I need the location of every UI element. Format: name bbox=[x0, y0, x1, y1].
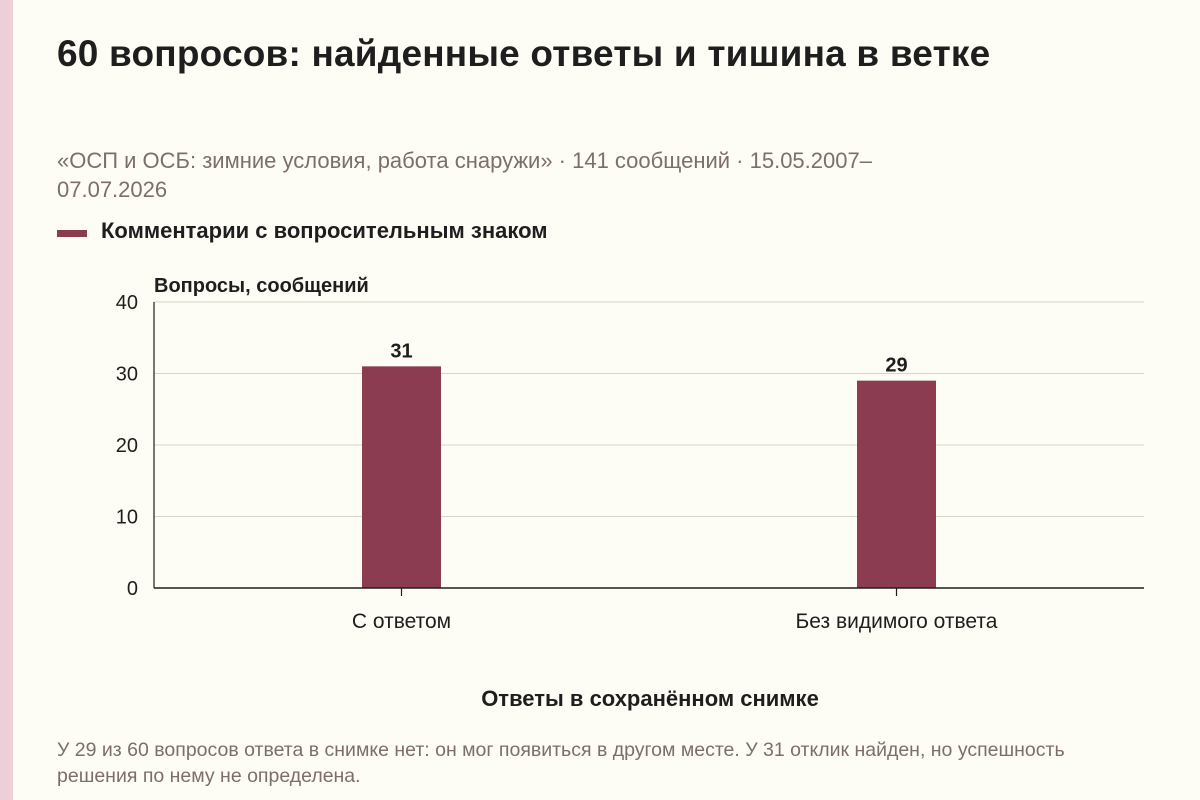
footnote: У 29 из 60 вопросов ответа в снимке нет:… bbox=[57, 739, 1065, 787]
data-label: 31 bbox=[390, 340, 412, 362]
bars: 31 29 bbox=[362, 340, 936, 588]
y-tick-label: 40 bbox=[116, 292, 138, 314]
accent-strip bbox=[0, 0, 13, 800]
legend-label: Комментарии с вопросительным знаком bbox=[101, 218, 548, 243]
data-label: 29 bbox=[885, 355, 907, 377]
bar bbox=[857, 380, 936, 588]
x-tick-label: Без видимого ответа bbox=[796, 610, 998, 633]
y-axis-title: Вопросы, сообщений bbox=[154, 275, 369, 297]
bar bbox=[362, 366, 441, 588]
x-tick-label: С ответом bbox=[352, 610, 451, 633]
y-tick-label: 0 bbox=[127, 578, 138, 600]
chart-title: 60 вопросов: найденные ответы и тишина в… bbox=[57, 33, 991, 74]
y-tick-label: 20 bbox=[116, 435, 138, 457]
chart-subtitle: «ОСП и ОСБ: зимние условия, работа снару… bbox=[57, 148, 872, 202]
legend-swatch bbox=[57, 229, 87, 237]
axes: 0 10 20 30 40 С ответом Без видимого ответа bbox=[116, 292, 1144, 633]
x-axis-title: Ответы в сохранённом снимке bbox=[481, 686, 819, 711]
legend: Комментарии с вопросительным знаком bbox=[57, 218, 548, 244]
grid-lines bbox=[154, 301, 1144, 517]
y-tick-label: 30 bbox=[116, 364, 138, 386]
y-tick-label: 10 bbox=[116, 507, 138, 529]
